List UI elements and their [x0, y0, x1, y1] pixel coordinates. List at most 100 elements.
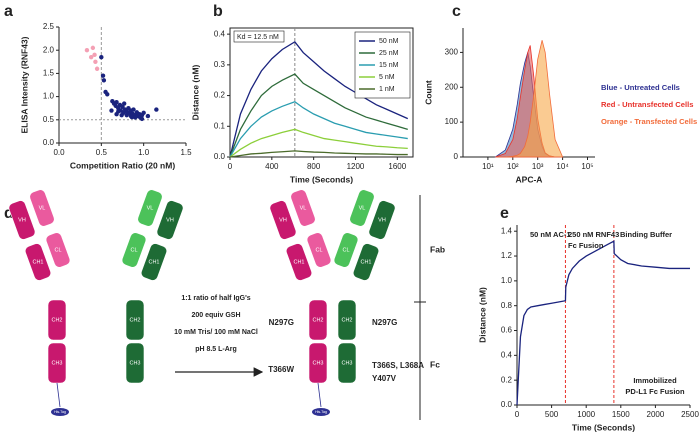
line	[229, 128, 408, 158]
point	[105, 92, 110, 97]
tag	[51, 408, 69, 416]
y-tick-label: 0.2	[501, 375, 513, 384]
y-tick-label: 0.8	[501, 301, 513, 310]
annotation: Fc Fusion	[568, 241, 604, 250]
domain-label: CH3	[312, 360, 323, 366]
annotation-box	[233, 30, 285, 43]
point	[100, 73, 106, 78]
tag-label: His-Tag	[54, 410, 66, 414]
line	[229, 150, 408, 158]
x-tick-label: 1500	[612, 410, 630, 419]
domain	[140, 243, 168, 281]
legend-label: Red - Untransfected Cells	[601, 100, 693, 109]
y-tick-label: 300	[445, 48, 459, 57]
y-tick-label: 2.0	[43, 45, 55, 54]
point	[131, 107, 136, 112]
y-tick-label: 0.0	[43, 138, 55, 147]
point	[139, 116, 145, 122]
y-tick-label: 0.0	[214, 152, 226, 161]
region-label: Fc	[430, 359, 440, 369]
line	[229, 73, 408, 158]
mutation: N297G	[372, 318, 397, 327]
line	[516, 240, 690, 406]
domain-label: CH3	[341, 360, 352, 366]
y-tick-label: 1.4	[501, 226, 513, 235]
domain	[368, 200, 396, 240]
point	[99, 54, 104, 60]
domain-label: CH2	[312, 317, 323, 323]
point	[109, 108, 114, 113]
area	[495, 40, 564, 158]
y-tick-label: 0.4	[501, 350, 513, 359]
plot-frame	[229, 27, 414, 158]
domain-label: VL	[39, 205, 46, 211]
y-axis-title: Distance (nM)	[477, 287, 487, 343]
x-axis-title: Time (Seconds)	[572, 422, 635, 432]
point	[101, 78, 107, 83]
x-axis-title: Competition Ratio (20 nM)	[70, 160, 175, 170]
x-tick-label: 400	[265, 162, 279, 171]
point	[120, 104, 125, 110]
domain	[47, 299, 67, 341]
point	[154, 107, 159, 112]
point	[84, 48, 90, 53]
domain	[269, 200, 297, 240]
y-axis-title: ELISA Intensity (RNF43)	[19, 36, 29, 133]
y-tick-label: 0.6	[501, 326, 513, 335]
x-tick-label: 500	[545, 410, 559, 419]
domain-label: CL	[54, 247, 61, 253]
y-tick-label: 1.0	[43, 92, 55, 101]
domain	[349, 189, 375, 227]
domain-label: CL	[315, 247, 322, 253]
x-tick-label: 1000	[577, 410, 595, 419]
condition: 200 equiv GSH	[191, 312, 240, 319]
line	[229, 40, 409, 158]
condition: 10 mM Tris/ 100 mM NaCl	[174, 329, 258, 336]
domain-label: VL	[147, 205, 154, 211]
annotation: PD-L1 Fc Fusion	[625, 387, 685, 396]
panel-label: c	[452, 3, 461, 20]
x-tick-label: 10²	[507, 162, 519, 171]
panel-label: a	[4, 3, 13, 20]
point	[114, 112, 119, 117]
domain-label: CH2	[341, 317, 352, 323]
domain-label: VH	[166, 217, 174, 223]
domain-label: CH3	[129, 360, 140, 366]
point	[90, 45, 96, 51]
domain	[24, 243, 52, 281]
domain-label: CH1	[360, 259, 371, 265]
linker	[317, 382, 322, 408]
y-tick-label: 1.0	[501, 276, 513, 285]
y-tick-label: 100	[445, 117, 459, 126]
legend-label: 15 nM	[379, 62, 399, 69]
domain	[308, 299, 328, 341]
y-tick-label: 0.1	[214, 121, 226, 130]
x-tick-label: 2000	[647, 410, 665, 419]
legend-label: 50 nM	[379, 38, 399, 45]
domain	[121, 232, 147, 268]
domain	[333, 232, 359, 268]
y-tick-label: 0.0	[501, 400, 513, 409]
mutation: N297G	[269, 318, 294, 327]
domain	[45, 232, 71, 268]
y-tick-label: 0.4	[214, 29, 226, 38]
x-tick-label: 0.5	[96, 148, 108, 157]
domain-label: CH1	[293, 259, 304, 265]
x-tick-label: 1.5	[180, 148, 192, 157]
mutation: T366W	[268, 365, 294, 374]
x-axis-title: Time (Seconds)	[290, 174, 353, 184]
x-tick-label: 1.0	[138, 148, 150, 157]
point	[129, 114, 135, 120]
annotation: 50 nM AC-1	[530, 230, 571, 239]
point	[121, 101, 127, 106]
panel-label: e	[500, 205, 509, 222]
point	[93, 59, 98, 64]
x-tick-label: 10³	[532, 162, 544, 171]
y-axis-title: Distance (nM)	[190, 64, 200, 120]
domain	[156, 200, 184, 240]
x-tick-label: 2500	[681, 410, 699, 419]
y-tick-label: 1.2	[501, 251, 513, 260]
mutation: Y407V	[372, 374, 397, 383]
x-tick-label: 0	[515, 410, 520, 419]
